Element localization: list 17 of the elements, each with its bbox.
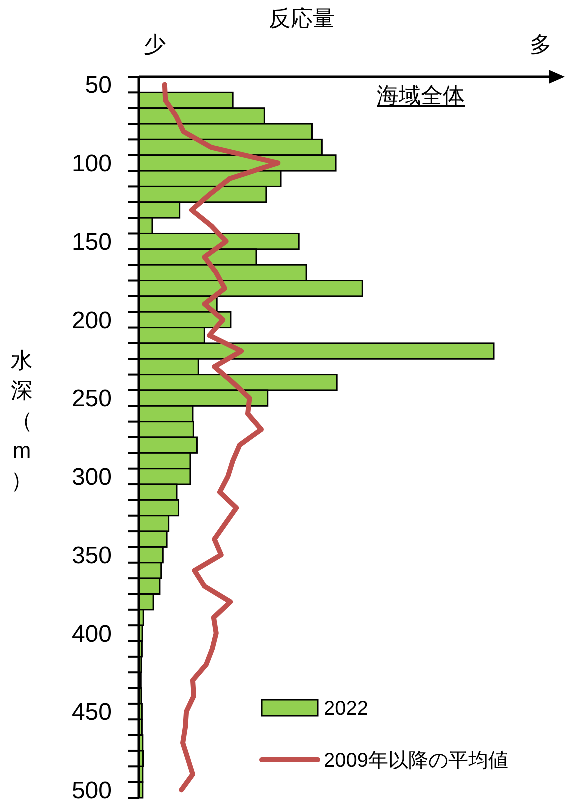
y-tick-label: 500 [72, 778, 112, 805]
y-tick-label: 200 [72, 307, 112, 334]
y-tick-label: 350 [72, 542, 112, 570]
y-tick-label: 250 [72, 386, 112, 413]
text: 多 [530, 32, 552, 57]
y-tick-label: 400 [72, 620, 112, 648]
y-tick-label: 100 [72, 150, 112, 178]
legend-label: 2022 [324, 698, 368, 720]
y-tick-label: 150 [72, 228, 112, 256]
y-axis-title: 水深（m） [11, 348, 33, 493]
annotation: 海域全体 [377, 83, 465, 108]
y-tick-label: 300 [72, 464, 112, 492]
x-axis-title: 反応量 [269, 6, 335, 31]
legend-label: 2009年以降の平均値 [324, 750, 508, 772]
y-tick-label: 50 [85, 72, 112, 100]
y-tick-label: 450 [72, 699, 112, 726]
text: 少 [144, 32, 166, 57]
